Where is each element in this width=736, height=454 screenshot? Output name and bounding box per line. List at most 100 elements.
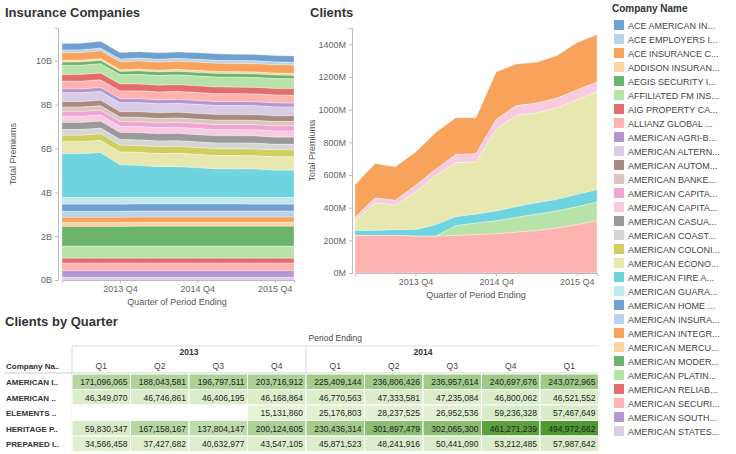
legend-swatch — [614, 118, 624, 128]
legend-label: AMERICAN HOME ... — [628, 301, 715, 311]
cell-value: 46,168,864 — [260, 393, 303, 403]
cell — [365, 436, 424, 452]
cell-value: 171,096,065 — [80, 377, 128, 387]
tick: 1200M — [318, 72, 352, 82]
legend-swatch — [614, 370, 624, 380]
tick: 200M — [323, 236, 352, 246]
legend-swatch — [614, 384, 624, 394]
cell-value: 47,333,581 — [377, 393, 420, 403]
y-axis: 0M200M400M600M800M1000M1200M1400M — [318, 29, 352, 279]
column-header: Q1 — [564, 361, 576, 371]
legend-swatch — [614, 398, 624, 408]
tick-mark — [496, 273, 497, 276]
cell — [423, 374, 482, 390]
cell-value: 230,436,314 — [314, 424, 362, 434]
legend-swatch — [614, 230, 624, 240]
tick: 2015 Q4 — [560, 273, 595, 287]
legend-label: AMERICAN SECURI... — [628, 399, 720, 409]
legend-swatch — [614, 244, 624, 254]
tick-label: 1000M — [318, 105, 346, 115]
tick: 2014 Q4 — [181, 280, 216, 294]
column-header: Q3 — [213, 361, 225, 371]
cell-value: 302,065,300 — [431, 424, 479, 434]
tick-label: 400M — [323, 203, 346, 213]
area — [62, 258, 294, 263]
legend-swatch — [614, 20, 624, 30]
tick-mark — [55, 280, 58, 281]
tick-label: 600M — [323, 170, 346, 180]
cell-value: 57,467,649 — [553, 408, 596, 418]
y-axis: 0B2B4B6B8B10B — [36, 29, 59, 286]
cell-value: 494,972,662 — [548, 424, 596, 434]
tick: 8B — [41, 100, 58, 110]
cell-value: 46,800,062 — [494, 393, 537, 403]
x-axis: 2013 Q4 2014 Q4 2015 Q4 — [356, 273, 598, 287]
legend-label: ACE INSURANCE C... — [628, 49, 719, 59]
column-header: Q4 — [271, 361, 283, 371]
cell-value: 59,830,347 — [85, 424, 128, 434]
cell — [131, 436, 190, 452]
legend-swatch — [614, 160, 624, 170]
tick-mark — [349, 77, 352, 78]
cell-value: 46,746,861 — [143, 393, 186, 403]
cell-value: 57,987,642 — [553, 439, 596, 449]
cell — [306, 405, 365, 421]
cell-value: 46,406,195 — [202, 393, 245, 403]
cell — [131, 421, 190, 437]
legend-label: AMERICAN AUTOM... — [628, 161, 717, 171]
cell — [131, 374, 190, 390]
y-axis-title: Total Premiums — [8, 122, 18, 185]
legend-swatch — [614, 314, 624, 324]
cell-value: 236,806,426 — [373, 377, 421, 387]
legend-label: AMERICAN CAPITA... — [628, 189, 717, 199]
tick: 2013 Q4 — [399, 273, 434, 287]
tick: 1000M — [318, 105, 352, 115]
cell — [482, 421, 541, 437]
row-header-title: Company Na.. — [6, 362, 59, 371]
cell — [306, 421, 365, 437]
cell — [189, 421, 248, 437]
legend-label: AMERICAN ECONO... — [628, 259, 719, 269]
tick-label: 4B — [41, 188, 52, 198]
tick-mark — [349, 44, 352, 45]
legend-label: ALLIANZ GLOBAL ... — [628, 119, 713, 129]
tick-label: 200M — [323, 236, 346, 246]
tick-label: 2B — [41, 232, 52, 242]
area — [62, 211, 294, 217]
row-label: AMERICAN I.. — [6, 378, 58, 387]
row-label: PREPARED I.. — [6, 440, 59, 449]
tick-label: 2015 Q4 — [258, 284, 293, 294]
legend-label: ACE AMERICAN IN... — [628, 21, 715, 31]
cell-value: 46,349,070 — [85, 393, 128, 403]
legend-swatch — [614, 188, 624, 198]
chart-title: Clients — [310, 5, 353, 20]
legend-label: AEGIS SECURITY I... — [628, 77, 716, 87]
area — [62, 153, 294, 198]
tick-label: 2014 Q4 — [479, 277, 514, 287]
tick-mark — [55, 192, 58, 193]
legend-swatch — [614, 132, 624, 142]
cell — [365, 390, 424, 406]
column-header: Q3 — [447, 361, 459, 371]
cell-value: 203,716,912 — [256, 377, 304, 387]
cell-value: 26,952,536 — [436, 408, 479, 418]
cell — [482, 436, 541, 452]
area — [62, 277, 294, 280]
cell — [72, 436, 131, 452]
cell — [540, 374, 599, 390]
cell — [365, 374, 424, 390]
row-label: ELEMENTS .. — [6, 409, 56, 418]
tick: 0B — [41, 275, 58, 285]
cell-value: 461,271,239 — [490, 424, 538, 434]
legend-swatch — [614, 356, 624, 366]
tick-mark — [197, 280, 198, 283]
tick: 2015 Q4 — [258, 280, 293, 294]
legend-swatch — [614, 104, 624, 114]
legend-label: AMERICAN MERCU... — [628, 343, 719, 353]
year-header: 2013 — [180, 347, 199, 357]
legend-swatch — [614, 286, 624, 296]
cell-value: 43,547,105 — [260, 439, 303, 449]
legend-swatch — [614, 76, 624, 86]
column-header: Q2 — [154, 361, 166, 371]
legend-label: AMERICAN BANKE... — [628, 175, 716, 185]
